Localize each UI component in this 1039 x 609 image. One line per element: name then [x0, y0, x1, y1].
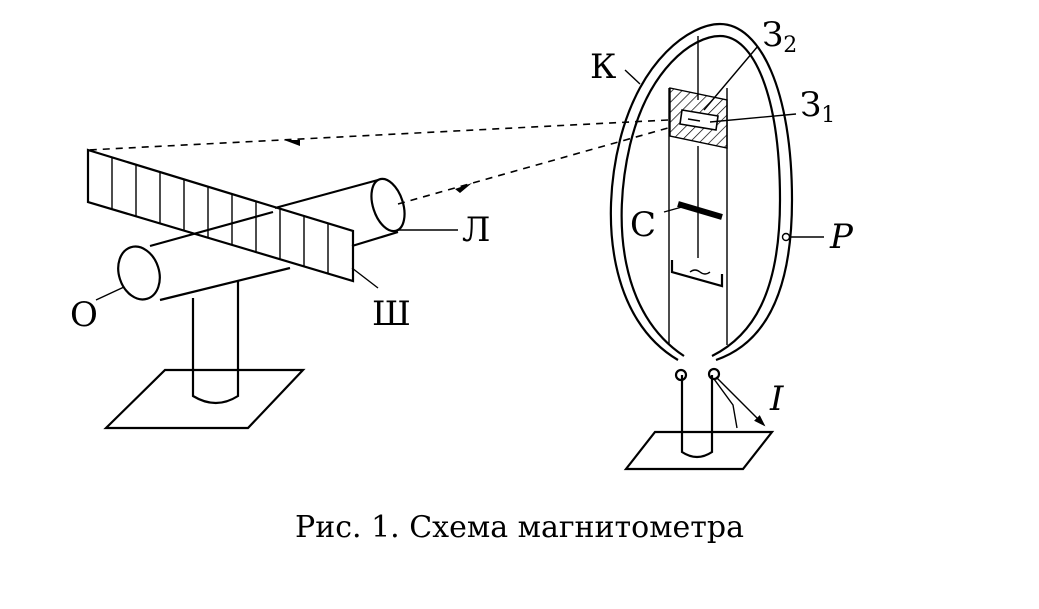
mirror1-leader — [709, 113, 797, 123]
stand-post — [191, 280, 240, 405]
ray-arrow-right — [455, 183, 472, 193]
ray-arrow-left — [284, 140, 300, 146]
magnetometer-post — [680, 375, 714, 459]
label-frame: К — [590, 47, 616, 87]
scale-stand — [103, 280, 306, 430]
mirror-1 — [679, 109, 719, 131]
objective-lens — [117, 245, 161, 301]
label-objective: О — [70, 295, 98, 335]
lamp-tube — [274, 177, 406, 248]
inner-frame — [668, 36, 728, 345]
frame-ring — [609, 22, 794, 382]
label-mirror1: З1 — [800, 85, 835, 128]
magnet-leader — [663, 206, 683, 213]
label-magnet: С — [630, 205, 656, 245]
reflected-ray — [87, 119, 669, 151]
mirror-assembly — [669, 87, 728, 149]
magnetometer-stand — [623, 375, 775, 471]
stand-base — [103, 368, 306, 430]
scale-divisions — [111, 157, 329, 274]
label-scale: Ш — [372, 294, 411, 334]
damper-wave — [689, 269, 711, 275]
ring-point-p — [781, 232, 791, 242]
magnetometer-base — [623, 430, 775, 471]
mirror2-leader — [703, 45, 759, 111]
lamp-end — [370, 177, 406, 233]
label-lamp: Л — [462, 210, 490, 250]
light-rays — [87, 119, 669, 205]
ring-outer — [609, 22, 794, 362]
current-wires — [713, 376, 766, 429]
ring-terminal-right — [707, 367, 721, 381]
label-mirror2: З2 — [762, 15, 797, 58]
label-ring: P — [829, 217, 854, 257]
objective-tube — [117, 210, 291, 302]
magnet — [677, 201, 723, 220]
damper — [670, 260, 724, 288]
ring-terminal-left — [674, 368, 688, 382]
scale-bar — [86, 148, 355, 283]
label-current: I — [769, 379, 784, 419]
incident-ray — [397, 127, 669, 205]
objective-leader — [95, 286, 125, 301]
figure-caption: Рис. 1. Схема магнитометра — [295, 510, 744, 545]
scale-leader — [351, 267, 379, 289]
ring-inner — [620, 34, 782, 357]
frame-leader — [624, 69, 641, 85]
